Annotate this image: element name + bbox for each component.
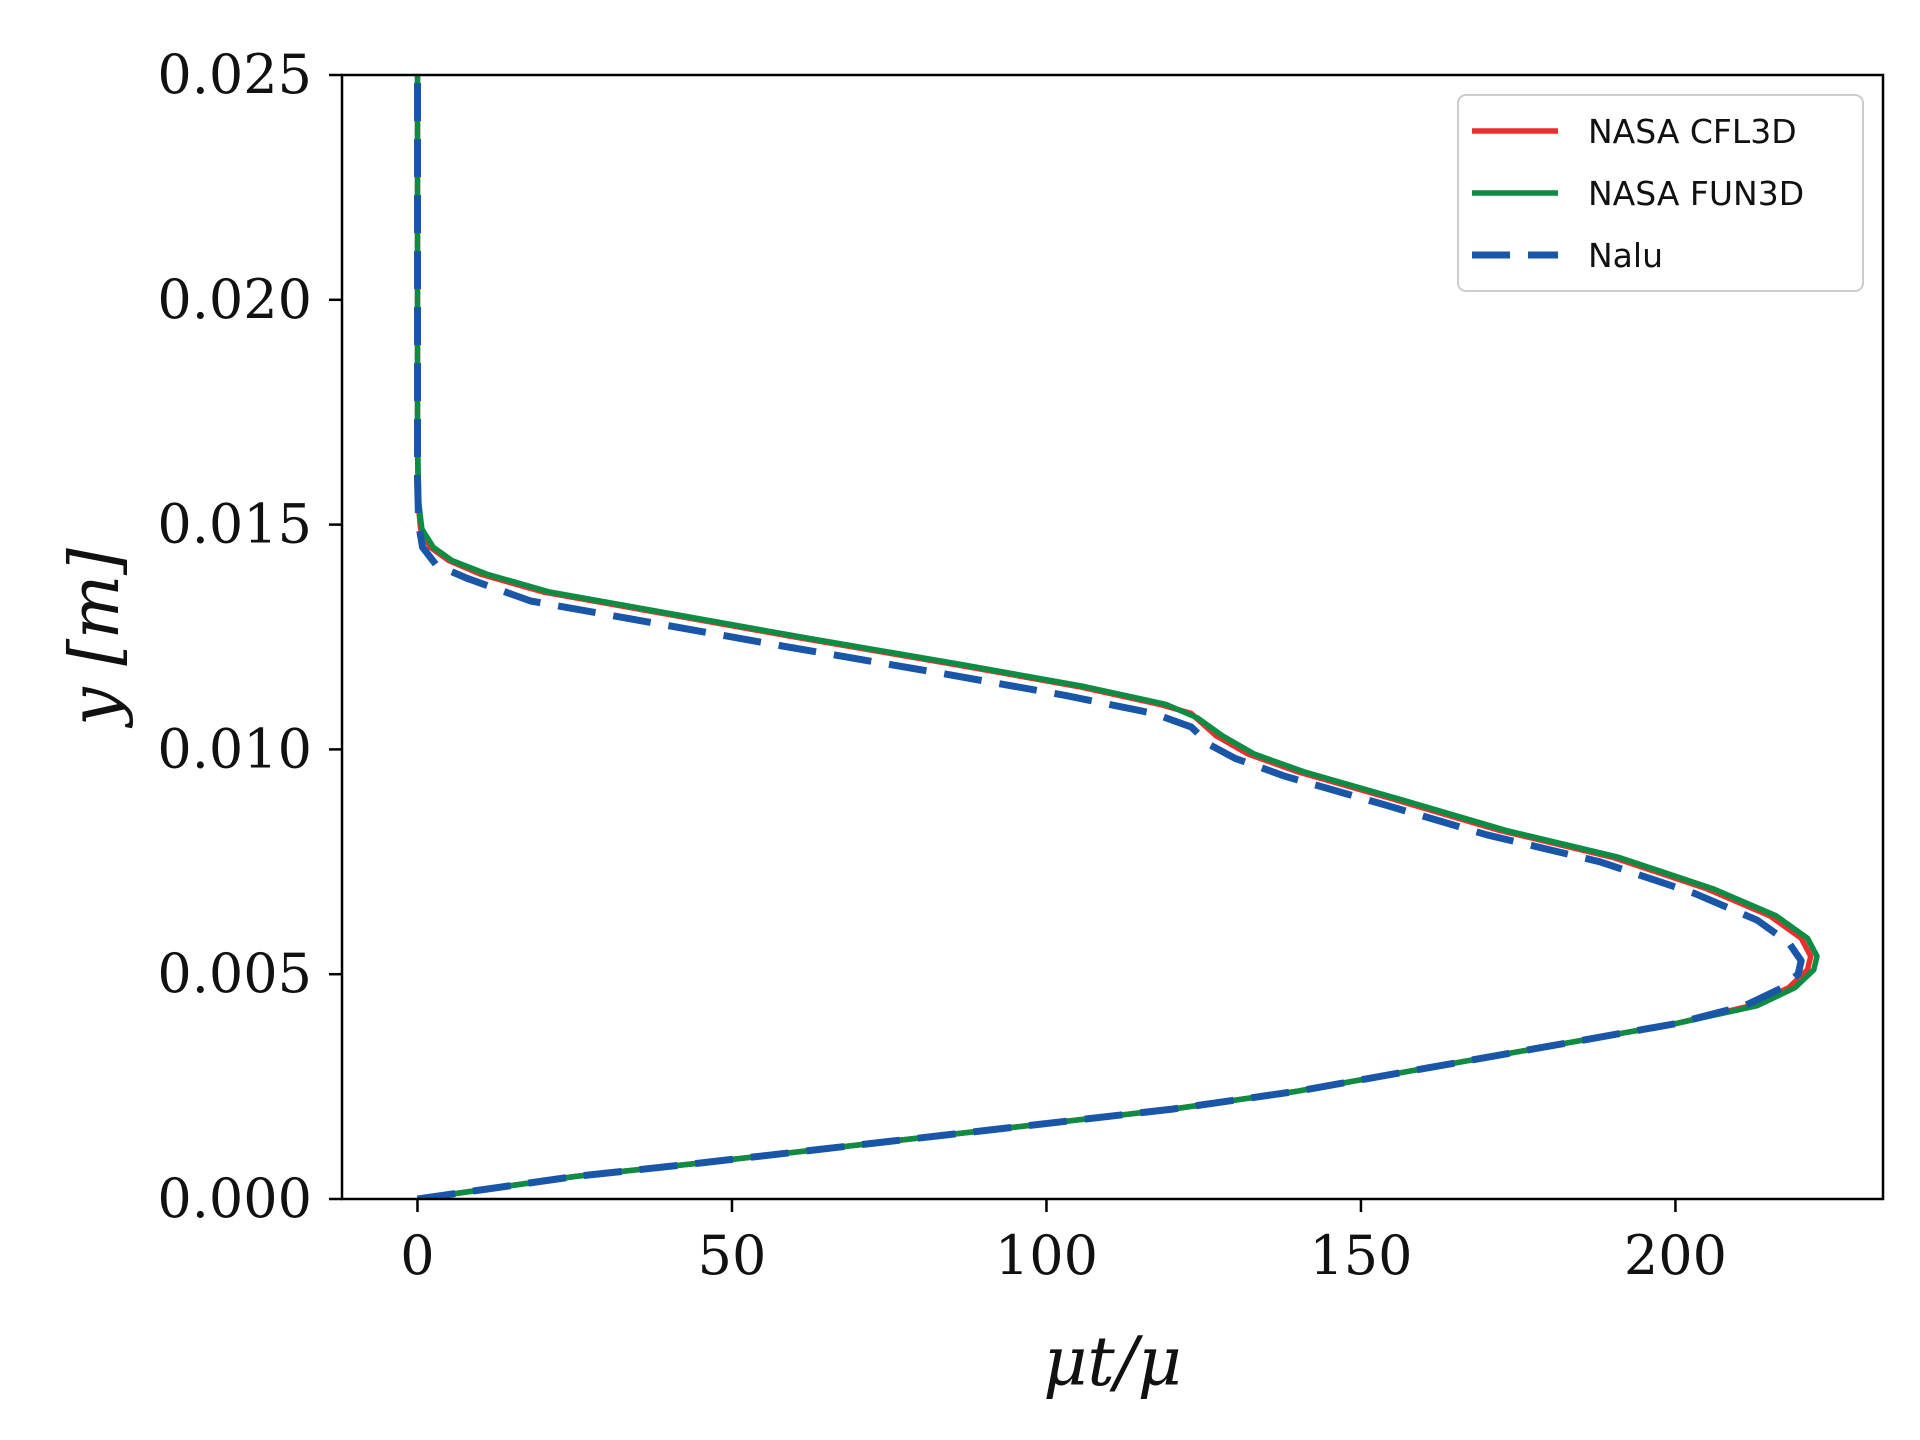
plot-frame bbox=[340, 73, 1885, 1201]
legend-label: NASA FUN3D bbox=[1588, 174, 1804, 213]
axes: 0 50 100 150 200 0.000 0.005 0.010 0.015 0.020 0.0… bbox=[157, 43, 1885, 1287]
x-tick-label: 200 bbox=[1624, 1224, 1727, 1287]
x-tick-label: 50 bbox=[698, 1224, 767, 1287]
legend: NASA CFL3D NASA FUN3D Nalu bbox=[1457, 94, 1864, 292]
series-line-nasa-fun3d bbox=[414, 75, 1820, 1199]
series-line-nalu bbox=[414, 75, 1805, 1199]
y-tick-label: 0.000 bbox=[157, 1167, 312, 1230]
y-tick-label: 0.010 bbox=[157, 717, 312, 780]
plot-area bbox=[414, 75, 1820, 1199]
legend-label: NASA CFL3D bbox=[1588, 112, 1797, 151]
legend-box bbox=[1457, 94, 1864, 292]
y-tick-label: 0.025 bbox=[157, 43, 312, 106]
legend-label: Nalu bbox=[1588, 236, 1663, 275]
y-tick-label: 0.015 bbox=[157, 493, 312, 556]
x-axis-title: μt/μ bbox=[1043, 1323, 1182, 1402]
x-tick-label: 150 bbox=[1309, 1224, 1412, 1287]
y-tick-label: 0.005 bbox=[157, 942, 312, 1005]
y-tick-label: 0.020 bbox=[157, 268, 312, 331]
y-axis-title: y [m] bbox=[56, 548, 135, 729]
x-tick-label: 100 bbox=[995, 1224, 1098, 1287]
x-tick-label: 0 bbox=[400, 1224, 434, 1287]
